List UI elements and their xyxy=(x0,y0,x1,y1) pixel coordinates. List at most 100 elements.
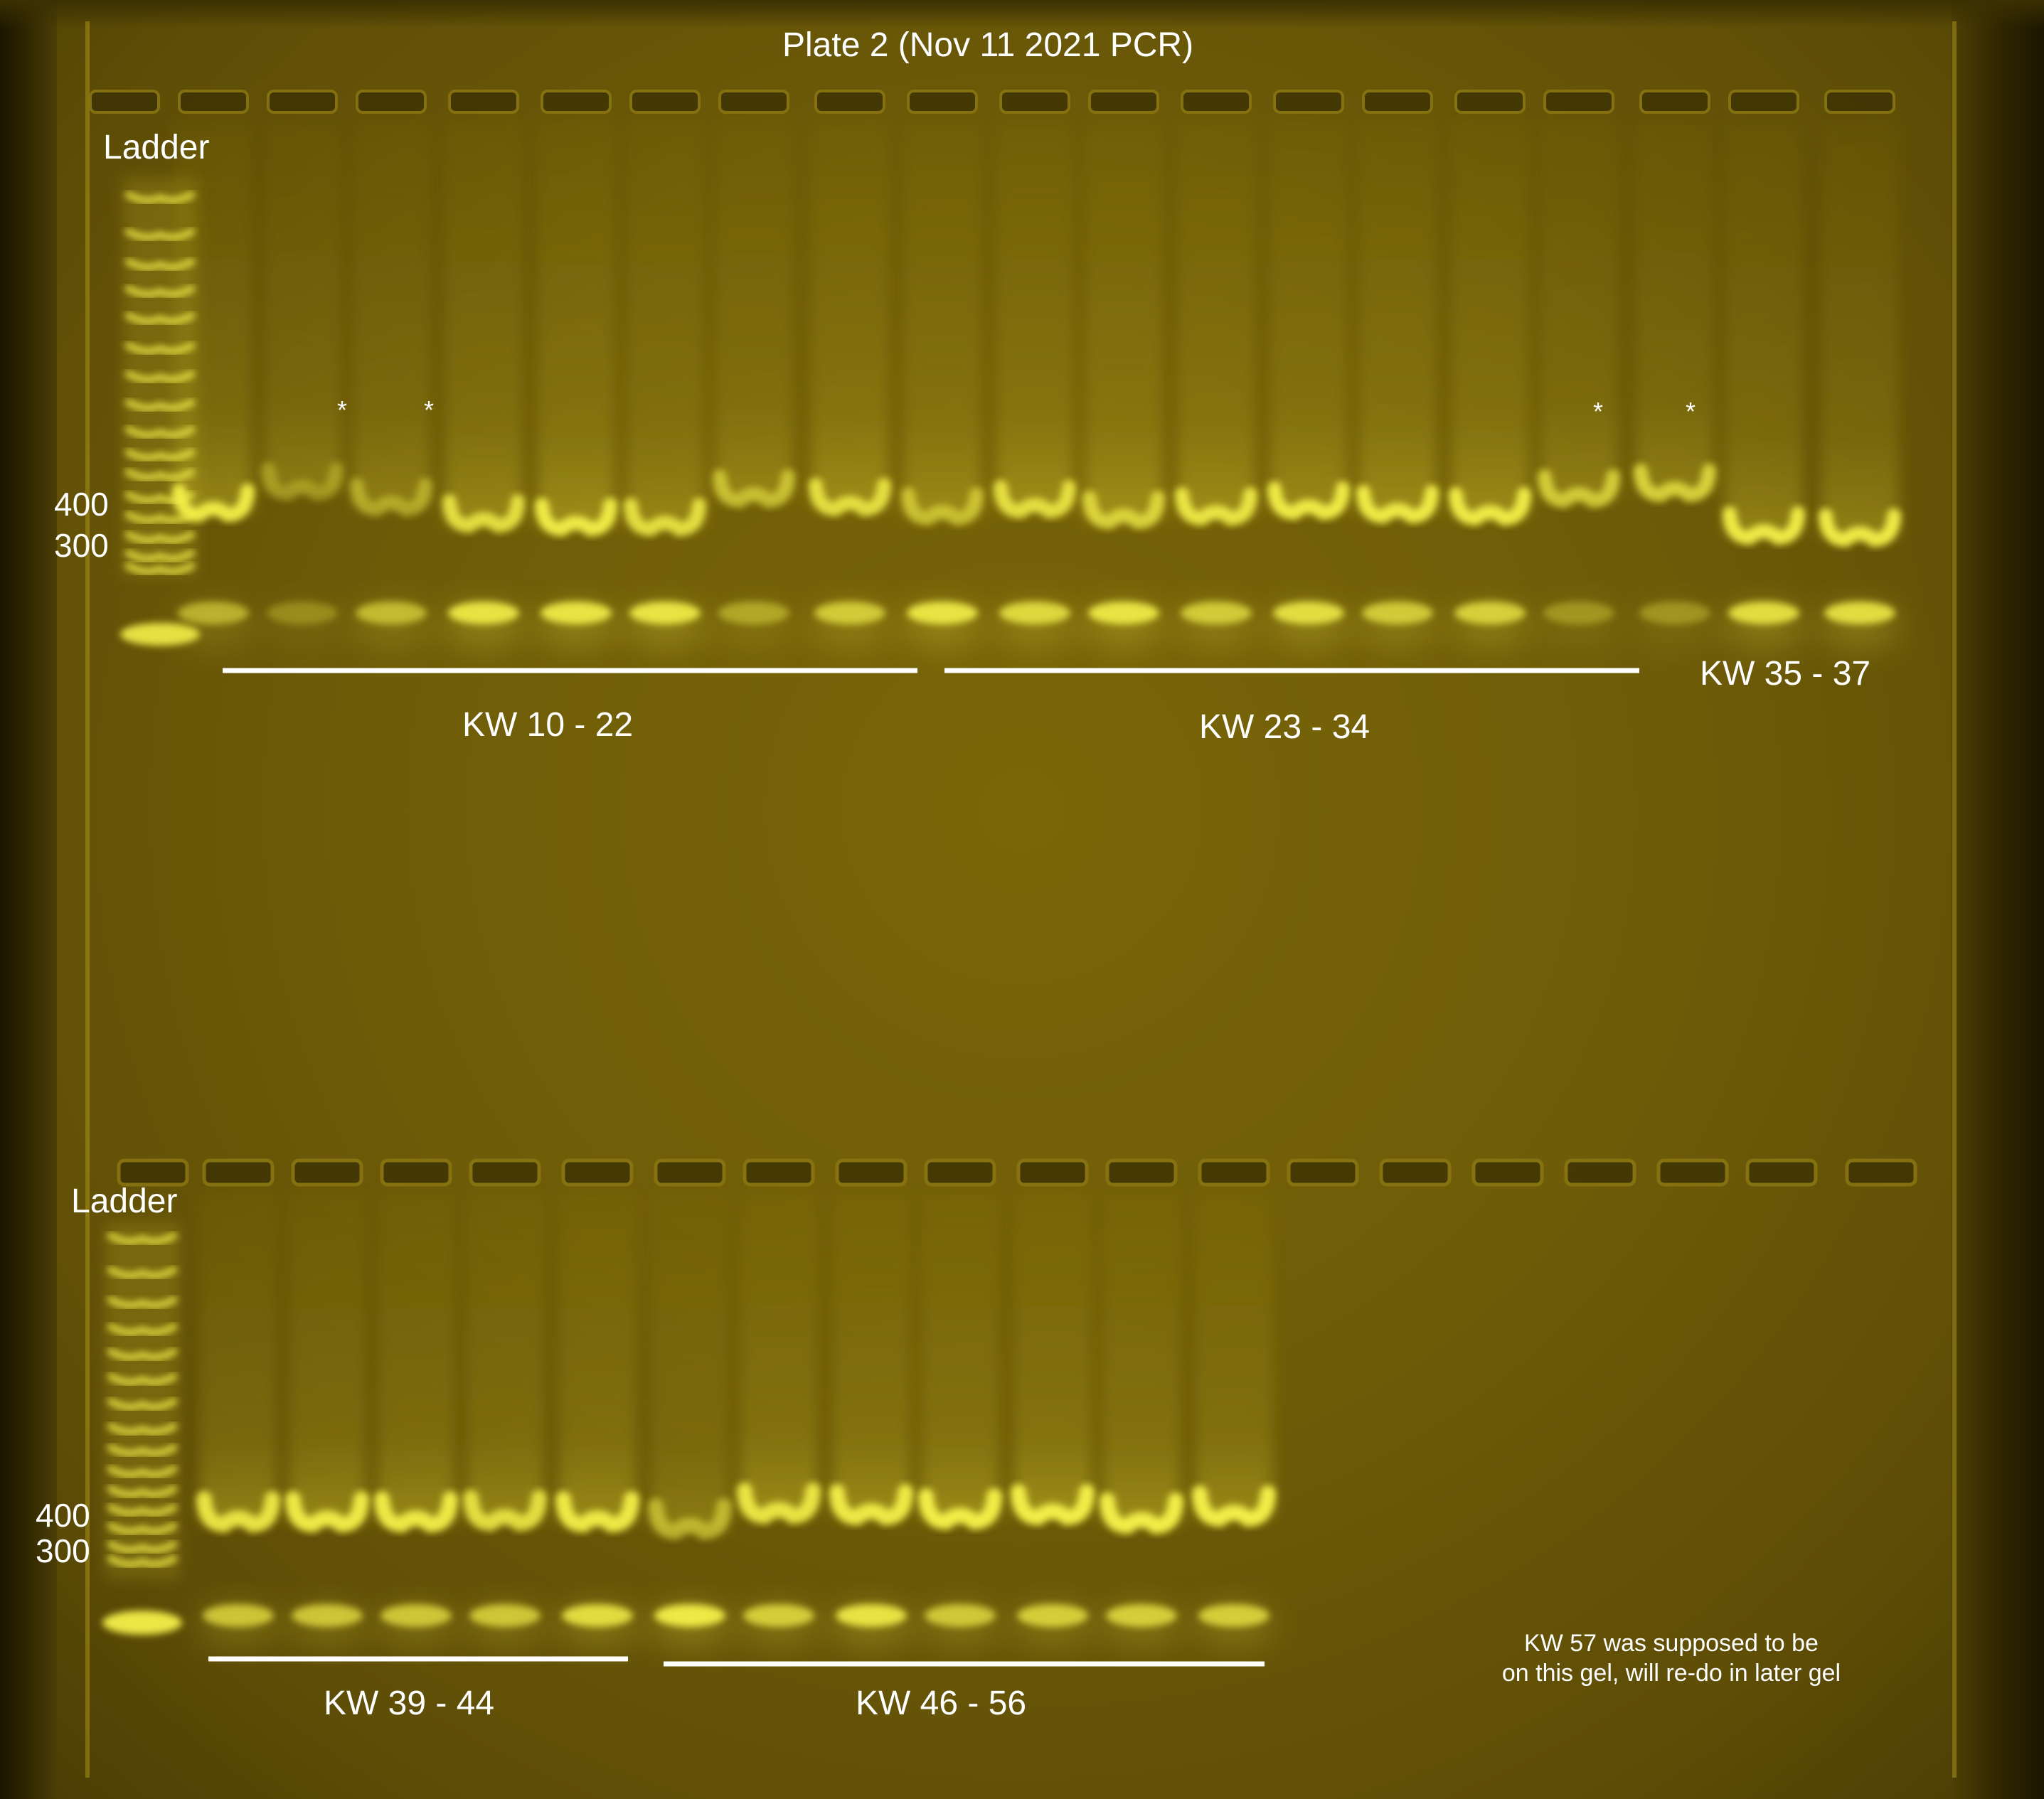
primer-band-top-3 xyxy=(356,602,427,624)
product-band-top-17 xyxy=(1634,464,1716,503)
well-top-19 xyxy=(1824,90,1895,114)
primer-band-top-17 xyxy=(1639,602,1710,624)
ladder-band-top-2 xyxy=(124,257,196,271)
ladder-band-bottom-14 xyxy=(106,1554,179,1568)
ladder-label-bottom: Ladder xyxy=(71,1183,178,1220)
product-band-top-3 xyxy=(350,478,432,517)
well-top-0 xyxy=(89,90,160,114)
product-band-bottom-6 xyxy=(648,1498,732,1540)
well-bottom-3 xyxy=(380,1158,452,1187)
primer-band-top-12 xyxy=(1181,602,1252,624)
well-top-4 xyxy=(448,90,519,114)
smear-top-19 xyxy=(1821,121,1899,537)
product-band-top-12 xyxy=(1175,487,1257,526)
group-label-kw-46-56: KW 46 - 56 xyxy=(856,1685,1027,1722)
gel-edge-left xyxy=(85,21,90,1778)
gel-frame-left xyxy=(0,0,57,1799)
primer-band-top-5 xyxy=(541,602,612,624)
well-bottom-9 xyxy=(924,1158,996,1187)
ladder-band-top-12 xyxy=(124,511,196,524)
well-bottom-18 xyxy=(1745,1158,1818,1187)
product-band-top-11 xyxy=(1082,491,1165,530)
primer-band-top-16 xyxy=(1543,602,1614,624)
gel-edge-right xyxy=(1952,21,1957,1778)
asterisk-lane-17: * xyxy=(1593,397,1604,426)
smear-bottom-3 xyxy=(377,1192,455,1522)
ladder-band-bottom-7 xyxy=(106,1422,179,1436)
well-bottom-11 xyxy=(1105,1158,1178,1187)
group-label-kw-39-44: KW 39 - 44 xyxy=(324,1685,495,1722)
smear-top-10 xyxy=(996,121,1074,508)
smear-top-5 xyxy=(537,121,615,526)
well-top-8 xyxy=(814,90,885,114)
smear-bottom-10 xyxy=(1013,1192,1092,1515)
primer-band-top-4 xyxy=(448,602,519,624)
primer-band-bottom-9 xyxy=(925,1604,996,1627)
ladder-band-bottom-13 xyxy=(106,1540,179,1554)
well-bottom-16 xyxy=(1564,1158,1636,1187)
smear-top-15 xyxy=(1451,121,1529,516)
smear-top-9 xyxy=(903,121,981,516)
primer-band-bottom-11 xyxy=(1106,1604,1177,1627)
primer-band-top-6 xyxy=(629,602,701,624)
ladder-band-top-3 xyxy=(124,284,196,298)
ladder-band-top-10 xyxy=(124,468,196,481)
primer-band-top-10 xyxy=(999,602,1070,624)
well-top-9 xyxy=(907,90,978,114)
asterisk-lane-18: * xyxy=(1686,397,1696,426)
product-band-bottom-12 xyxy=(1192,1485,1276,1527)
product-band-top-1 xyxy=(172,484,255,523)
smear-top-8 xyxy=(811,121,889,506)
gel-note: KW 57 was supposed to be on this gel, wi… xyxy=(1465,1628,1878,1688)
well-top-10 xyxy=(999,90,1070,114)
ladder-band-bottom-4 xyxy=(106,1347,179,1361)
smear-bottom-12 xyxy=(1195,1192,1273,1516)
primer-band-bottom-4 xyxy=(469,1604,541,1627)
smear-top-13 xyxy=(1269,121,1348,510)
product-band-bottom-2 xyxy=(285,1491,369,1533)
ladder-band-bottom-3 xyxy=(106,1323,179,1336)
marker-400-top: 400 xyxy=(54,486,109,523)
well-top-17 xyxy=(1639,90,1710,114)
smear-top-11 xyxy=(1085,121,1163,519)
smear-top-7 xyxy=(715,121,793,498)
smear-top-4 xyxy=(445,121,523,523)
product-band-top-7 xyxy=(713,469,795,508)
primer-band-top-1 xyxy=(178,602,249,624)
gel-note-line-2: on this gel, will re-do in later gel xyxy=(1501,1660,1841,1687)
primer-band-top-2 xyxy=(267,602,338,624)
well-bottom-13 xyxy=(1287,1158,1359,1187)
smear-top-3 xyxy=(352,121,430,506)
primer-band-top-15 xyxy=(1454,602,1526,624)
product-band-bottom-1 xyxy=(196,1491,280,1533)
smear-bottom-2 xyxy=(288,1192,366,1522)
ladder-band-bottom-9 xyxy=(106,1465,179,1478)
product-band-top-6 xyxy=(624,498,706,537)
product-band-bottom-9 xyxy=(918,1488,1002,1530)
product-band-top-9 xyxy=(901,487,984,526)
product-band-bottom-7 xyxy=(737,1483,821,1525)
ladder-band-bottom-8 xyxy=(106,1443,179,1457)
well-bottom-14 xyxy=(1379,1158,1452,1187)
product-band-top-4 xyxy=(442,494,525,533)
primer-band-bottom-5 xyxy=(562,1604,633,1627)
smear-bottom-4 xyxy=(466,1192,544,1520)
primer-band-top-19 xyxy=(1824,602,1895,624)
smear-bottom-9 xyxy=(921,1192,999,1519)
ladder-band-bottom-2 xyxy=(106,1296,179,1309)
smear-bottom-5 xyxy=(558,1192,637,1522)
well-top-16 xyxy=(1543,90,1614,114)
well-bottom-12 xyxy=(1198,1158,1270,1187)
product-band-bottom-5 xyxy=(555,1491,639,1533)
smear-top-17 xyxy=(1636,121,1714,492)
group-label-kw-23-34: KW 23 - 34 xyxy=(1199,708,1370,746)
product-band-top-10 xyxy=(994,480,1076,519)
primer-band-top-13 xyxy=(1273,602,1344,624)
marker-300-bottom: 300 xyxy=(36,1532,90,1569)
primer-band-bottom-12 xyxy=(1198,1604,1269,1627)
ladder-band-top-5 xyxy=(124,341,196,355)
primer-band-top-18 xyxy=(1728,602,1799,624)
product-band-top-2 xyxy=(261,462,344,501)
